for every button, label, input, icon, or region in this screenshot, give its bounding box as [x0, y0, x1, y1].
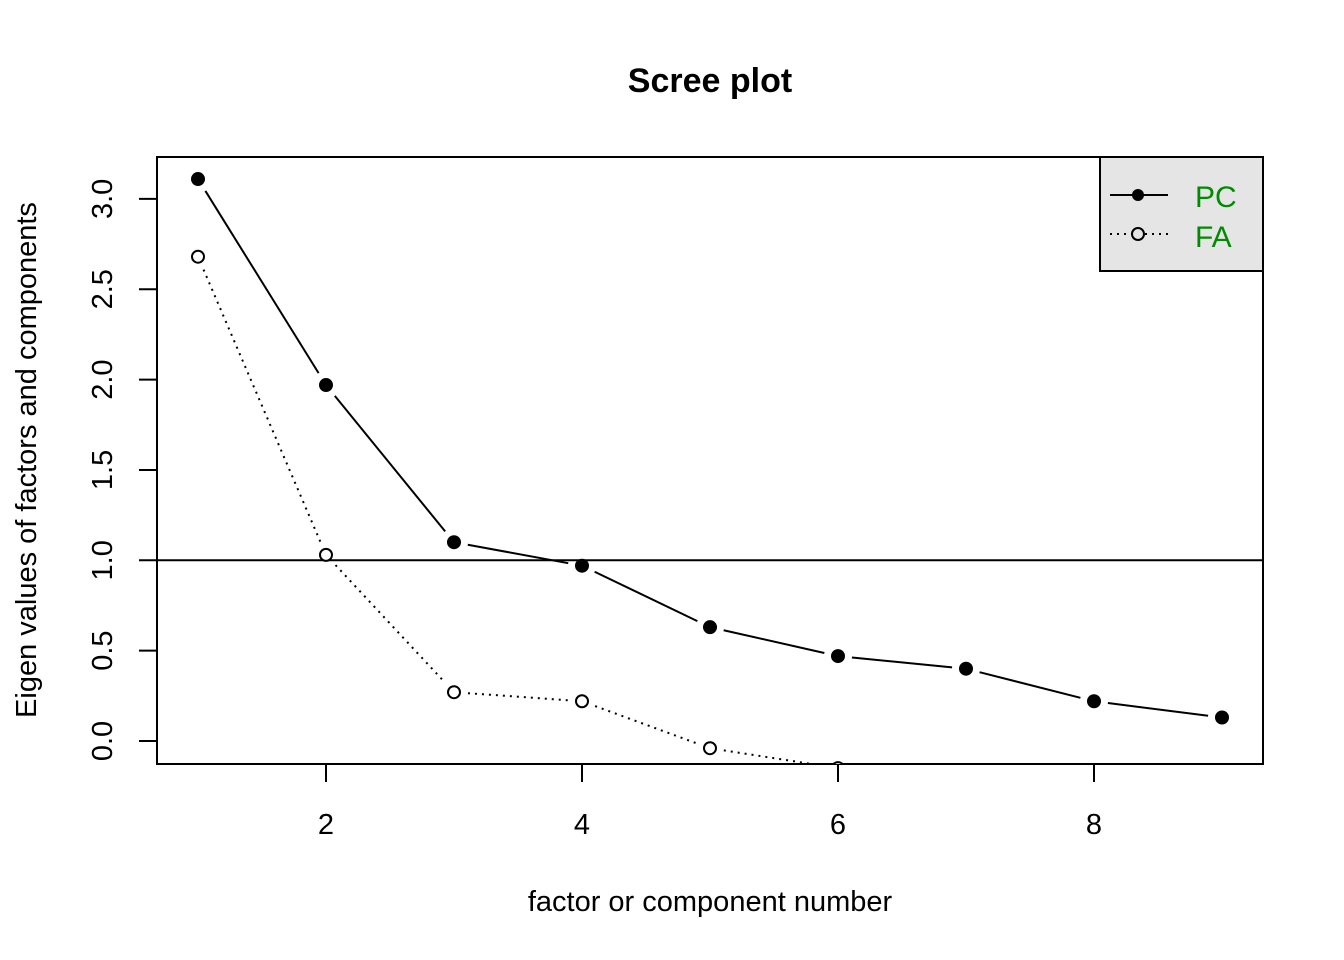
series-pc-point	[319, 378, 333, 393]
series-fa-point	[575, 694, 589, 709]
y-tick-label: 2.0	[87, 359, 119, 399]
series-pc-segment	[851, 656, 953, 669]
y-tick-label: 1.5	[87, 450, 119, 490]
legend-fa-label: FA	[1195, 221, 1232, 254]
x-tick-label: 4	[574, 809, 590, 841]
x-tick-label: 6	[830, 809, 846, 841]
legend-pc-label: PC	[1195, 181, 1237, 214]
plot-frame	[156, 156, 1264, 765]
series-pc-point	[1215, 710, 1229, 725]
x-tick-label: 8	[1086, 809, 1102, 841]
series-pc-point	[703, 620, 717, 635]
series-pc-point	[1087, 694, 1101, 709]
y-tick-label: 1.0	[87, 540, 119, 580]
legend-fa-marker	[1131, 227, 1145, 241]
series-pc-segment	[334, 395, 446, 533]
series-fa-segment	[334, 564, 446, 683]
series-pc-point	[959, 661, 973, 676]
series-pc-segment	[1107, 702, 1209, 717]
y-tick-label: 0.0	[87, 721, 119, 761]
x-tick-label: 2	[318, 809, 334, 841]
legend: PC FA	[1099, 156, 1264, 272]
series-pc-segment	[723, 629, 825, 654]
series-pc-point	[191, 172, 205, 187]
series-pc-point	[831, 649, 845, 664]
series-pc-segment	[594, 570, 698, 623]
series-fa-point	[319, 547, 333, 562]
series-fa-segment	[594, 705, 698, 745]
series-fa-point	[832, 761, 844, 764]
series-pc-segment	[979, 671, 1081, 699]
legend-box	[1099, 156, 1264, 272]
series-fa-segment	[202, 269, 322, 543]
y-tick-label: 3.0	[87, 179, 119, 219]
y-tick-label: 0.5	[87, 630, 119, 670]
series-fa-segment	[467, 692, 569, 702]
series-pc-point	[575, 558, 589, 573]
legend-pc-marker	[1132, 189, 1144, 201]
series-fa-point	[703, 741, 717, 756]
y-tick-label: 2.5	[87, 269, 119, 309]
series-pc-point	[447, 535, 461, 550]
series-fa-point	[447, 685, 461, 700]
y-axis-label: Eigen values of factors and components	[11, 202, 43, 718]
series-fa-segment	[723, 749, 819, 764]
x-axis-label: factor or component number	[528, 886, 893, 918]
series-fa-point	[191, 249, 205, 264]
chart-title: Scree plot	[628, 62, 792, 100]
series-pc-segment	[467, 543, 569, 565]
series-pc-segment	[204, 190, 320, 374]
